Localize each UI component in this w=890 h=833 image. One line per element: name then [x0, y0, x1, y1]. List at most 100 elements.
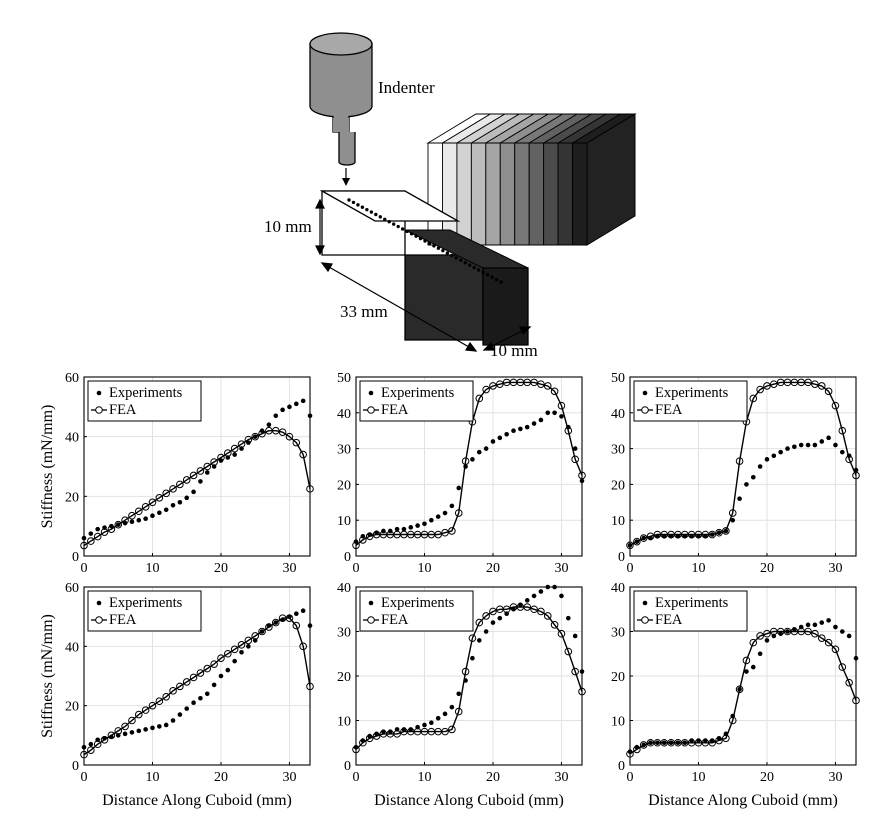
fea-point — [128, 716, 136, 725]
x-tick-label: 10 — [417, 561, 431, 576]
legend-box — [359, 380, 474, 422]
y-tick-label: 20 — [65, 700, 79, 715]
indentation-dot — [347, 198, 351, 202]
x-tick-label: 30 — [828, 770, 842, 785]
experiment-point — [812, 622, 818, 628]
experiment-point — [463, 678, 468, 683]
legend-box — [359, 590, 474, 632]
fea-point — [434, 530, 442, 539]
indentation-dot — [351, 200, 356, 205]
experiment-point — [150, 513, 155, 519]
experiment-point — [266, 422, 272, 428]
experiment-point — [136, 517, 142, 523]
experiment-point — [497, 615, 503, 621]
experiment-point — [744, 669, 749, 674]
experiment-point — [771, 633, 777, 639]
experiment-point — [552, 584, 557, 590]
y-tick-label: 0 — [344, 550, 351, 565]
experiment-point — [627, 749, 633, 754]
fea-point — [633, 537, 641, 546]
fea-point — [203, 462, 212, 471]
fea-point — [189, 673, 198, 682]
y-tick-label: 20 — [611, 670, 625, 685]
experiment-point — [273, 413, 279, 419]
fea-point — [114, 520, 123, 529]
x-tick-label: 0 — [353, 561, 360, 576]
fea-point — [824, 638, 833, 647]
experiment-point — [442, 510, 448, 516]
width-dimension — [482, 326, 532, 351]
fea-point — [196, 669, 205, 677]
fea-point — [271, 426, 280, 435]
experiment-point — [737, 496, 742, 502]
experiment-point — [239, 649, 244, 655]
y-tick-label: 0 — [618, 759, 625, 774]
experiment-point — [198, 695, 203, 701]
experiment-point — [449, 704, 455, 710]
fea-point — [831, 645, 840, 654]
two-material-cuboid — [319, 190, 529, 346]
y-tick-label: 20 — [65, 490, 79, 505]
fea-point — [134, 710, 143, 719]
y-tick-label: 10 — [611, 514, 625, 529]
experiment-point — [394, 727, 400, 732]
legend-experiments-marker — [96, 390, 102, 396]
fea-series-line — [629, 630, 857, 755]
experiment-point — [81, 744, 87, 750]
fea-point — [824, 387, 833, 396]
experiment-point — [634, 539, 640, 544]
indentation-dot — [396, 224, 400, 229]
y-tick-label: 40 — [337, 407, 351, 422]
experiment-point — [109, 734, 114, 740]
fea-point — [141, 502, 150, 511]
fea-point — [728, 509, 737, 517]
experiment-point — [218, 673, 224, 679]
experiment-point — [833, 624, 838, 630]
experiment-point — [470, 655, 475, 661]
experiment-point — [675, 534, 681, 539]
indentation-dot — [459, 258, 463, 262]
indenter-icon — [309, 32, 373, 186]
x-tick-label: 0 — [353, 770, 360, 785]
experiment-point — [307, 623, 313, 628]
experiment-point — [157, 510, 162, 516]
fea-point — [639, 534, 648, 542]
experiment-point — [143, 727, 148, 732]
indentation-dot — [494, 277, 499, 282]
indentation-dot — [436, 246, 441, 250]
experiment-point — [853, 655, 859, 661]
fea-point — [162, 692, 170, 701]
fea-point — [441, 528, 449, 537]
y-axis-label: Stiffness (mN/mm) — [39, 405, 56, 529]
experiment-point — [764, 638, 770, 643]
fea-point — [811, 380, 819, 388]
legend-fea-marker — [367, 616, 375, 624]
indentation-dot — [476, 268, 481, 272]
indentation-dot — [445, 251, 450, 255]
experiment-point — [252, 638, 258, 643]
x-tick-label: 30 — [828, 561, 842, 576]
indentation-dot — [365, 207, 369, 212]
legend-fea-marker — [95, 406, 103, 414]
experiment-point — [785, 629, 790, 634]
x-tick-label: 10 — [145, 561, 159, 576]
experiment-point — [95, 737, 100, 743]
graded-block-side — [586, 113, 636, 246]
fea-point — [722, 527, 730, 535]
fea-point — [749, 394, 758, 403]
experiment-point — [204, 691, 210, 697]
fea-point — [550, 621, 559, 629]
y-tick-label: 60 — [65, 371, 79, 386]
fea-point — [537, 607, 545, 616]
length-dimension — [320, 262, 478, 352]
experiment-point — [545, 584, 551, 590]
indentation-dot — [490, 275, 494, 279]
experiment-point — [422, 521, 427, 527]
fea-point — [756, 385, 764, 394]
experiment-point — [88, 741, 94, 747]
fea-point — [838, 663, 847, 671]
indentation-dot — [481, 270, 485, 275]
experiment-point — [211, 682, 217, 688]
experiment-point — [259, 428, 265, 434]
experiment-point — [682, 534, 688, 539]
